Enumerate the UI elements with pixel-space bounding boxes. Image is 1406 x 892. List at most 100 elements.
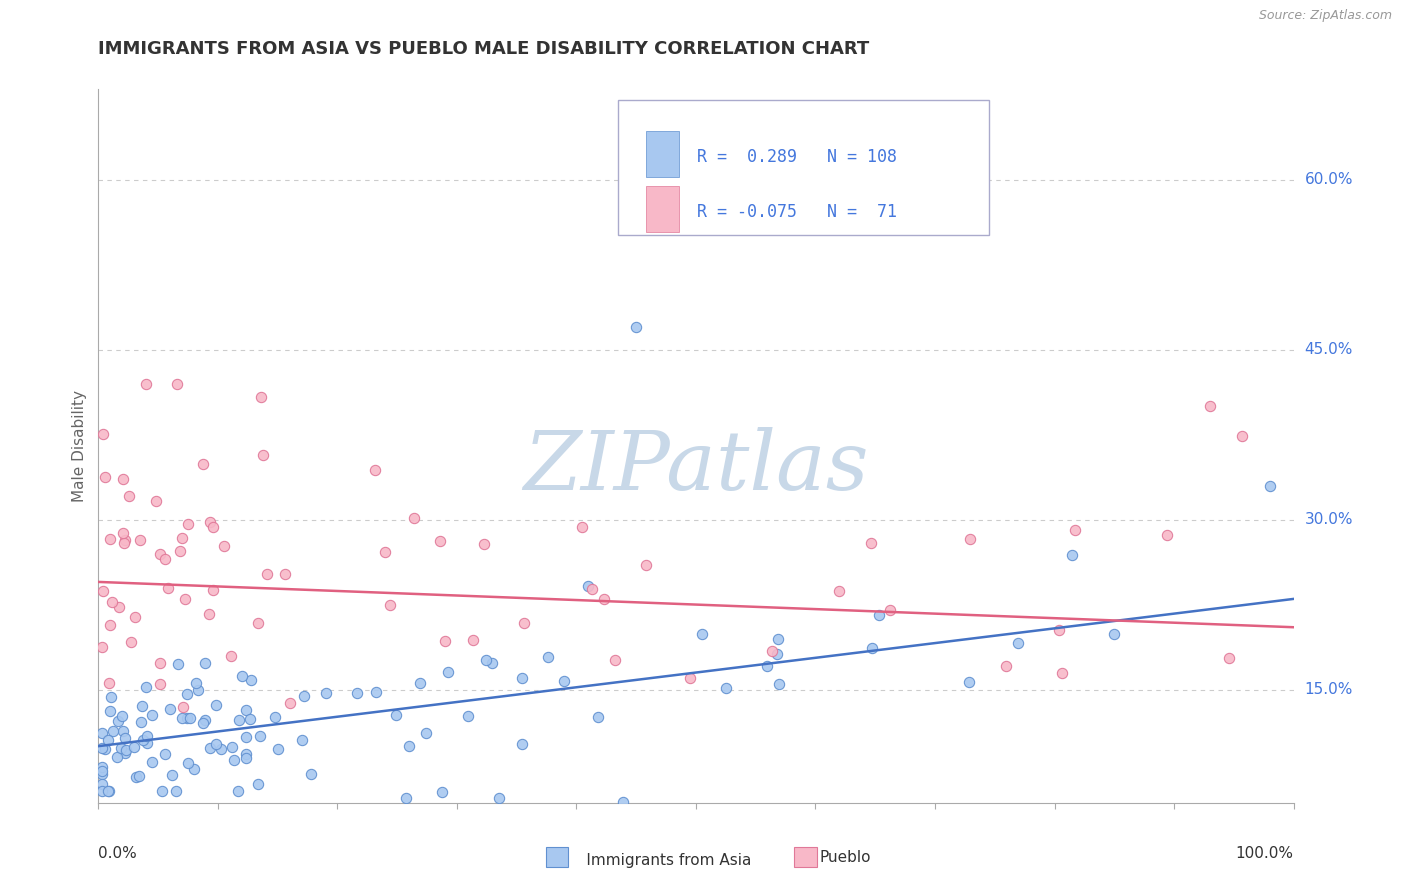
Point	[488, 790, 510, 805]
Point	[219, 649, 242, 664]
Point	[363, 463, 385, 477]
Point	[162, 768, 184, 782]
Text: R =  0.289   N = 108: R = 0.289 N = 108	[697, 148, 897, 166]
Point	[149, 656, 172, 670]
FancyBboxPatch shape	[619, 100, 988, 235]
Point	[593, 592, 616, 607]
Point	[177, 516, 200, 531]
Point	[860, 641, 883, 656]
Point	[586, 710, 609, 724]
Point	[91, 764, 114, 778]
Point	[157, 581, 180, 595]
Point	[235, 747, 257, 761]
Point	[228, 784, 250, 798]
Point	[239, 673, 262, 687]
Point	[120, 635, 142, 649]
Point	[761, 644, 783, 658]
Point	[235, 730, 257, 744]
Point	[315, 686, 337, 700]
Point	[169, 543, 191, 558]
Point	[959, 532, 981, 546]
Point	[634, 558, 657, 572]
Point	[179, 711, 201, 725]
Point	[184, 675, 207, 690]
Point	[278, 696, 301, 710]
Point	[398, 739, 420, 753]
Point	[97, 732, 120, 747]
Point	[110, 741, 132, 756]
Point	[159, 701, 181, 715]
Point	[1050, 665, 1073, 680]
Point	[166, 376, 188, 391]
Point	[274, 566, 297, 581]
Point	[98, 676, 121, 690]
Point	[249, 390, 271, 404]
Point	[235, 703, 257, 717]
Point	[170, 711, 193, 725]
Point	[91, 760, 114, 774]
Text: 60.0%: 60.0%	[1305, 172, 1353, 187]
Text: 0.0%: 0.0%	[98, 846, 138, 861]
Point	[804, 150, 827, 164]
Point	[231, 668, 253, 682]
Point	[135, 729, 157, 743]
Point	[463, 632, 485, 647]
Text: R = -0.075   N =  71: R = -0.075 N = 71	[697, 203, 897, 221]
Point	[153, 747, 176, 762]
Point	[172, 699, 194, 714]
Point	[198, 607, 221, 621]
Point	[165, 784, 187, 798]
Point	[1062, 548, 1084, 562]
Point	[128, 769, 150, 783]
Point	[291, 732, 314, 747]
Point	[198, 740, 221, 755]
Point	[111, 473, 134, 487]
Point	[292, 690, 315, 704]
Text: 30.0%: 30.0%	[1305, 512, 1353, 527]
Point	[91, 426, 114, 441]
Point	[429, 534, 451, 549]
Point	[98, 532, 121, 546]
Point	[205, 737, 228, 751]
Point	[100, 690, 122, 705]
Point	[1198, 400, 1220, 414]
Point	[553, 673, 575, 688]
Point	[94, 469, 117, 483]
Point	[1047, 623, 1070, 637]
Point	[212, 539, 235, 553]
Point	[415, 726, 437, 740]
Point	[94, 742, 117, 756]
Point	[239, 712, 262, 726]
Point	[114, 533, 136, 547]
Point	[475, 653, 498, 667]
Point	[576, 579, 599, 593]
Point	[193, 457, 215, 471]
Point	[404, 511, 426, 525]
Point	[177, 756, 200, 771]
Point	[395, 791, 418, 805]
Point	[101, 724, 124, 739]
Point	[612, 795, 634, 809]
Point	[457, 709, 479, 723]
Point	[346, 685, 368, 699]
FancyBboxPatch shape	[645, 130, 679, 177]
Point	[174, 591, 197, 606]
Point	[256, 567, 278, 582]
Point	[299, 767, 322, 781]
Point	[766, 632, 789, 647]
Point	[111, 526, 134, 541]
Point	[510, 737, 533, 751]
Point	[768, 677, 790, 691]
Point	[374, 545, 396, 559]
Point	[537, 650, 560, 665]
Point	[135, 680, 157, 694]
Point	[1007, 636, 1029, 650]
Point	[1102, 627, 1125, 641]
Point	[124, 770, 146, 784]
Point	[202, 520, 225, 534]
Point	[115, 743, 138, 757]
Text: 15.0%: 15.0%	[1305, 682, 1353, 697]
Point	[108, 600, 131, 615]
Point	[111, 709, 134, 723]
Point	[132, 733, 155, 747]
